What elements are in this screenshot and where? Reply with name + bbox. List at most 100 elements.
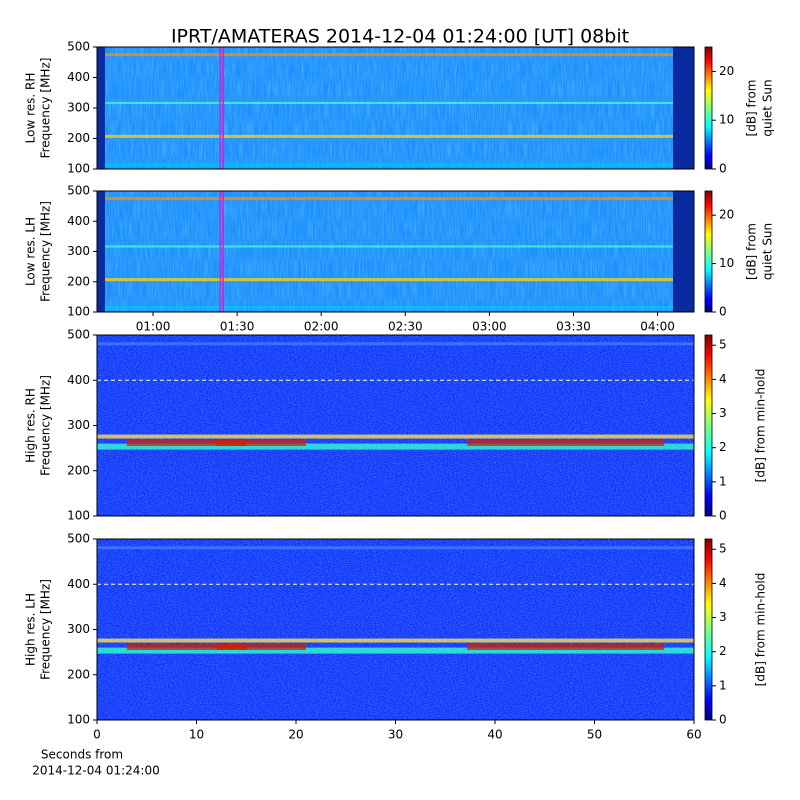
spectrogram-burst xyxy=(467,439,665,446)
y-tick-label: 400 xyxy=(67,577,90,591)
spectrogram-burst xyxy=(216,439,306,446)
y-axis-label: Frequency [MHz] xyxy=(39,201,53,302)
data-gap xyxy=(673,191,694,312)
spectrogram-band xyxy=(97,443,694,450)
spectrogram-band xyxy=(97,546,694,550)
colorbar-tick-label: 3 xyxy=(719,406,727,420)
colorbar-label: quiet Sun xyxy=(761,223,775,280)
colorbar-tick-label: 2 xyxy=(719,440,727,454)
spectrogram-texture xyxy=(97,47,694,169)
y-tick-label: 200 xyxy=(67,667,90,681)
chart-title: IPRT/AMATERAS 2014-12-04 01:24:00 [UT] 0… xyxy=(171,26,629,48)
y-axis-label: Frequency [MHz] xyxy=(39,375,53,476)
colorbar-tick-label: 0 xyxy=(719,509,727,523)
y-tick-label: 200 xyxy=(67,274,90,288)
y-tick-label: 300 xyxy=(67,244,90,258)
colorbar-tick-label: 4 xyxy=(719,372,727,386)
spectrogram-band xyxy=(97,305,694,310)
colorbar-tick-label: 20 xyxy=(719,208,734,222)
y-tick-label: 500 xyxy=(67,184,90,198)
colorbar xyxy=(704,190,713,313)
data-gap xyxy=(673,47,694,169)
spectrogram-band xyxy=(97,434,694,439)
y-tick-label: 300 xyxy=(67,101,90,115)
spectrogram-burst xyxy=(467,643,665,650)
colorbar-tick-label: 0 xyxy=(719,305,727,319)
y-tick-label: 500 xyxy=(67,40,90,54)
x-tick-label: 02:30 xyxy=(388,320,423,334)
colorbar-tick-label: 4 xyxy=(719,576,727,590)
colorbar-tick-label: 0 xyxy=(719,713,727,727)
y-axis-label: Low res. RH xyxy=(24,73,38,144)
spectrogram-band xyxy=(97,53,694,57)
spectrogram-burst xyxy=(126,643,247,650)
y-tick-label: 200 xyxy=(67,463,90,477)
data-gap xyxy=(97,191,105,312)
spectrogram-texture xyxy=(97,539,694,720)
colorbar-tick-label: 3 xyxy=(719,610,727,624)
x-tick-label: 03:30 xyxy=(556,320,591,334)
colorbar-tick-label: 0 xyxy=(719,162,727,176)
colorbar-label: [dB] from min-hold xyxy=(754,573,768,687)
x-tick-label: 01:00 xyxy=(136,320,171,334)
x-tick-label: 30 xyxy=(388,728,403,742)
y-axis-label: High res. RH xyxy=(24,388,38,463)
x-tick-label: 50 xyxy=(587,728,602,742)
spectrogram-burst xyxy=(216,643,306,650)
y-axis-label: Frequency [MHz] xyxy=(39,579,53,680)
spectrogram-texture xyxy=(97,335,694,516)
spectrogram-band xyxy=(97,278,694,282)
y-axis-label: Frequency [MHz] xyxy=(39,58,53,159)
spectrogram-band xyxy=(97,197,694,201)
y-tick-label: 200 xyxy=(67,131,90,145)
x-tick-label: 60 xyxy=(686,728,701,742)
spectrogram-texture xyxy=(97,191,694,312)
y-tick-label: 400 xyxy=(67,373,90,387)
colorbar-label: [dB] from xyxy=(745,80,759,137)
colorbar-tick-label: 20 xyxy=(719,64,734,78)
spectrogram-band xyxy=(97,342,694,346)
colorbar-label: [dB] from xyxy=(745,223,759,280)
colorbar xyxy=(704,538,713,721)
colorbar-tick-label: 10 xyxy=(719,256,734,270)
y-tick-label: 500 xyxy=(67,532,90,546)
spectrogram-band xyxy=(97,647,694,654)
y-tick-label: 500 xyxy=(67,328,90,342)
x-tick-label: 01:30 xyxy=(220,320,255,334)
x-tick-label: 0 xyxy=(93,728,101,742)
y-tick-label: 400 xyxy=(67,70,90,84)
y-tick-label: 100 xyxy=(67,162,90,176)
colorbar-tick-label: 10 xyxy=(719,113,734,127)
colorbar-tick-label: 5 xyxy=(719,542,727,556)
colorbar-tick-label: 5 xyxy=(719,338,727,352)
x-tick-label: 40 xyxy=(487,728,502,742)
data-gap xyxy=(97,47,105,169)
x-tick-label: 04:00 xyxy=(640,320,675,334)
y-tick-label: 400 xyxy=(67,214,90,228)
spectrogram-burst xyxy=(126,439,247,446)
colorbar-tick-label: 1 xyxy=(719,678,727,692)
colorbar xyxy=(704,46,713,170)
y-tick-label: 300 xyxy=(67,418,90,432)
colorbar xyxy=(704,334,713,517)
x-tick-label: 02:00 xyxy=(304,320,339,334)
x-tick-label: 03:00 xyxy=(472,320,507,334)
colorbar-tick-label: 1 xyxy=(719,474,727,488)
spectrogram-band xyxy=(97,134,694,138)
x-tick-label: 20 xyxy=(288,728,303,742)
spectrogram-band xyxy=(97,638,694,643)
colorbar-label: quiet Sun xyxy=(761,79,775,136)
y-tick-label: 100 xyxy=(67,305,90,319)
y-axis-label: High res. LH xyxy=(24,593,38,666)
y-tick-label: 100 xyxy=(67,713,90,727)
colorbar-label: [dB] from min-hold xyxy=(754,369,768,483)
y-tick-label: 300 xyxy=(67,622,90,636)
spectrogram-band xyxy=(97,245,694,248)
x-axis-label: Seconds from xyxy=(41,748,123,762)
spectrogram-band xyxy=(97,101,694,104)
y-axis-label: Low res. LH xyxy=(24,217,38,286)
x-tick-label: 10 xyxy=(189,728,204,742)
x-axis-label: 2014-12-04 01:24:00 xyxy=(32,764,159,778)
colorbar-tick-label: 2 xyxy=(719,644,727,658)
